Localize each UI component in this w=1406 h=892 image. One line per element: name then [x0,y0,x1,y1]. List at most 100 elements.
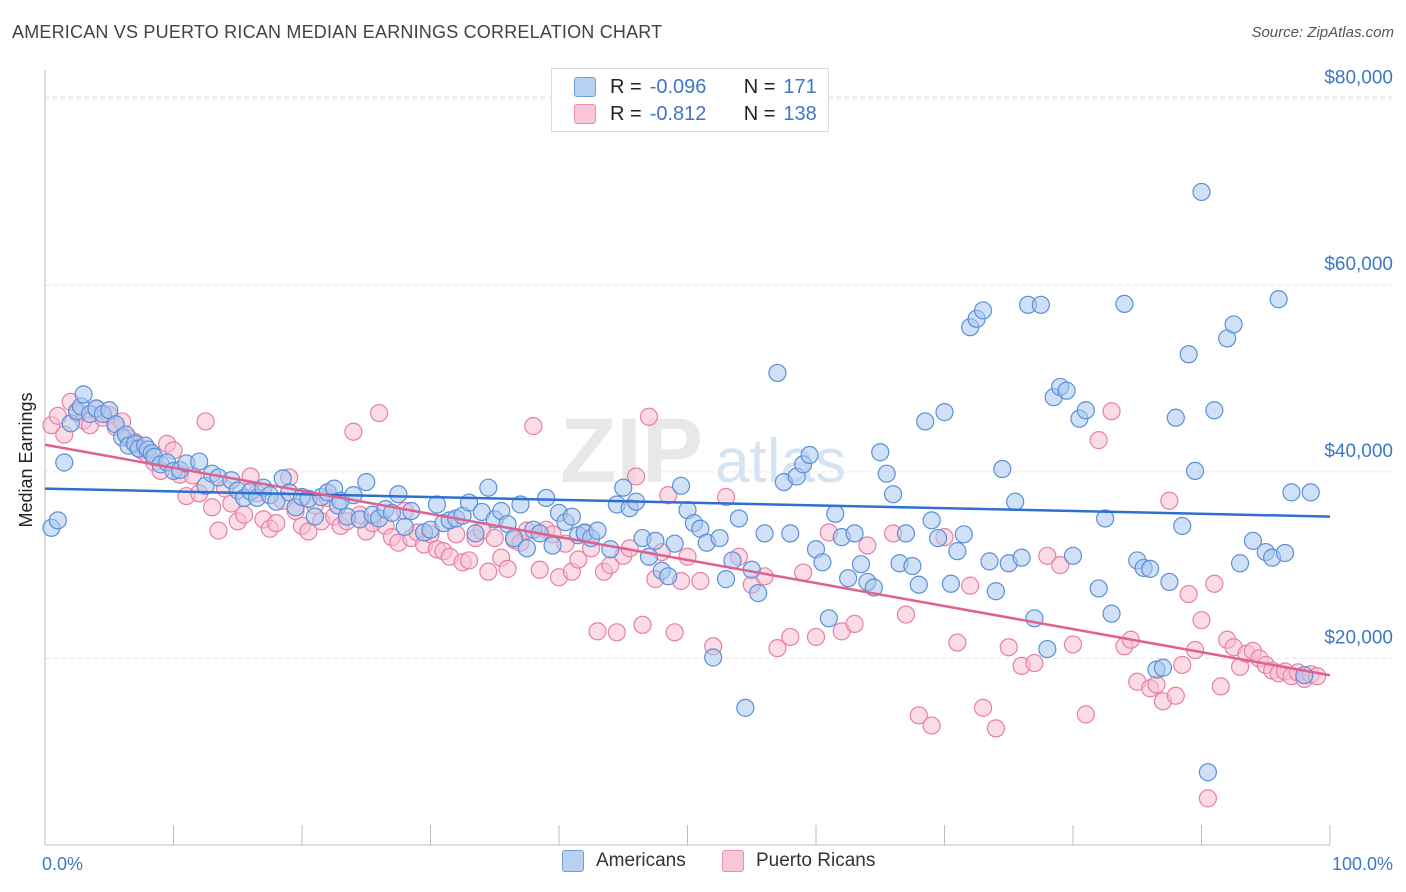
american-point [1102,604,1121,623]
american-point [749,584,768,603]
american-point [562,507,581,526]
american-point [883,485,903,504]
american-point [74,385,93,404]
american-point [665,534,684,553]
american-point [1153,658,1173,677]
puerto-rican-point [973,698,993,717]
stats-legend: R = -0.096 N = 171 R = -0.812 N = 138 [551,68,829,132]
puerto-rican-point [986,719,1006,738]
puerto-rican-point [659,486,678,505]
puerto-rican-point [344,422,363,441]
american-point [55,453,74,472]
legend-row-americans: R = -0.096 N = 171 [574,75,817,99]
american-point [1063,546,1083,565]
american-point [704,648,723,667]
american-point [357,472,376,492]
american-point [1057,381,1076,400]
american-point [1224,315,1243,334]
american-point [839,569,858,588]
puerto-rican-point [530,560,549,579]
american-point [1275,543,1295,563]
american-point [543,536,562,555]
legend-label-puerto-ricans: Puerto Ricans [756,850,876,871]
legend-n-label: N = [743,102,776,125]
tick-labels: $20,000 $40,000 $60,000 $80,000 0.0% 100.0% [42,68,1393,874]
american-point [980,552,999,571]
american-point [601,540,620,559]
puerto-rican-point [858,536,877,555]
puerto-rican-point [781,627,800,647]
series-legend: Americans Puerto Ricans [0,850,1406,880]
trend-lines [44,443,1331,677]
american-point [903,556,922,576]
americans-trend-line [44,487,1331,518]
american-point [781,524,800,543]
american-point [922,511,941,530]
puerto-rican-point [626,467,646,486]
american-point [1179,345,1198,364]
american-point [646,531,665,550]
american-point [1160,572,1179,592]
american-point [819,609,838,628]
american-point [1173,516,1192,536]
puerto-rican-point [196,412,215,431]
american-point [845,524,864,543]
puerto-rican-point [607,623,626,642]
swatch-americans [562,850,584,872]
puerto-rican-point [267,514,286,533]
puerto-rican-point [896,605,916,624]
american-point [1089,579,1108,598]
american-point [948,542,967,561]
american-point [588,521,607,540]
american-point [1198,763,1218,782]
legend-r-value: -0.096 [649,75,707,98]
puerto-rican-point [1063,635,1083,654]
american-point [395,517,414,536]
american-point [935,403,954,422]
puerto-rican-point [678,547,697,566]
american-point [877,464,896,483]
american-point [1115,294,1134,314]
puerto-rican-point [235,505,254,524]
puerto-rican-point [498,559,517,578]
puerto-rican-point [1211,677,1230,696]
legend-item-puerto-ricans: Puerto Ricans [722,850,875,872]
american-point [896,524,916,543]
american-point [1301,483,1320,502]
puerto-rican-point [479,562,498,581]
puerto-rican-point [209,521,228,540]
puerto-rican-point [1025,653,1044,673]
puerto-rican-point [909,706,928,725]
legend-r-label: R = [610,75,642,98]
american-point [954,525,973,544]
puerto-rican-point [1166,686,1185,705]
y-tick-label: $20,000 [1324,627,1393,648]
legend-r-value: -0.812 [649,102,707,125]
y-tick-label: $60,000 [1324,254,1393,275]
legend-r-label: R = [610,102,642,125]
puerto-rican-point [1179,584,1198,604]
legend-n-value: 171 [783,75,817,98]
puerto-rican-point [569,550,588,569]
american-point [1185,461,1205,480]
american-point [479,478,498,497]
puerto-rican-point [961,576,980,595]
puerto-rican-point [524,417,543,436]
puerto-rican-point [485,528,504,548]
american-point [710,528,729,548]
american-point [1282,483,1301,502]
american-point [1076,401,1095,420]
legend-n-label: N = [743,75,776,98]
puerto-rican-point [1076,705,1095,724]
american-point [916,412,935,431]
legend-swatch-americans [574,77,596,97]
american-point [826,504,845,523]
american-point [190,452,209,471]
puerto-rican-point [633,615,652,634]
puerto-rican-point [1198,789,1218,808]
puerto-rican-point [370,403,389,423]
axes [44,70,1331,846]
puerto-rican-point [639,407,659,426]
chart-source: Source: ZipAtlas.com [1251,24,1394,41]
